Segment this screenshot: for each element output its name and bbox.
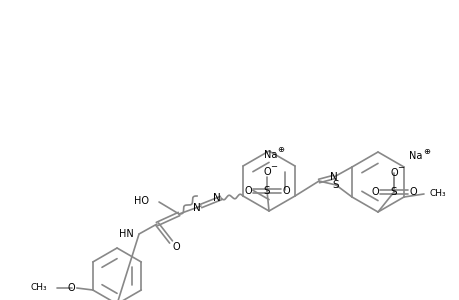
Text: O: O xyxy=(263,167,270,177)
Text: O: O xyxy=(244,186,251,196)
Text: −: − xyxy=(397,164,403,172)
Text: O: O xyxy=(172,242,179,252)
Text: O: O xyxy=(389,168,397,178)
Text: N: N xyxy=(193,203,201,213)
Text: ⊕: ⊕ xyxy=(277,146,284,154)
Text: Na: Na xyxy=(409,151,422,161)
Text: S: S xyxy=(332,180,339,190)
Text: CH₃: CH₃ xyxy=(429,190,446,199)
Text: N: N xyxy=(213,193,220,203)
Text: O: O xyxy=(370,187,378,197)
Text: HO: HO xyxy=(134,196,149,206)
Text: ⊕: ⊕ xyxy=(423,146,430,155)
Text: O: O xyxy=(68,283,75,293)
Text: O: O xyxy=(409,187,416,197)
Text: HN: HN xyxy=(119,229,134,239)
Text: CH₃: CH₃ xyxy=(30,284,47,292)
Text: Na: Na xyxy=(264,150,277,160)
Text: N: N xyxy=(330,172,337,182)
Text: S: S xyxy=(263,186,270,196)
Text: S: S xyxy=(390,187,397,197)
Text: O: O xyxy=(281,186,289,196)
Text: −: − xyxy=(270,163,277,172)
